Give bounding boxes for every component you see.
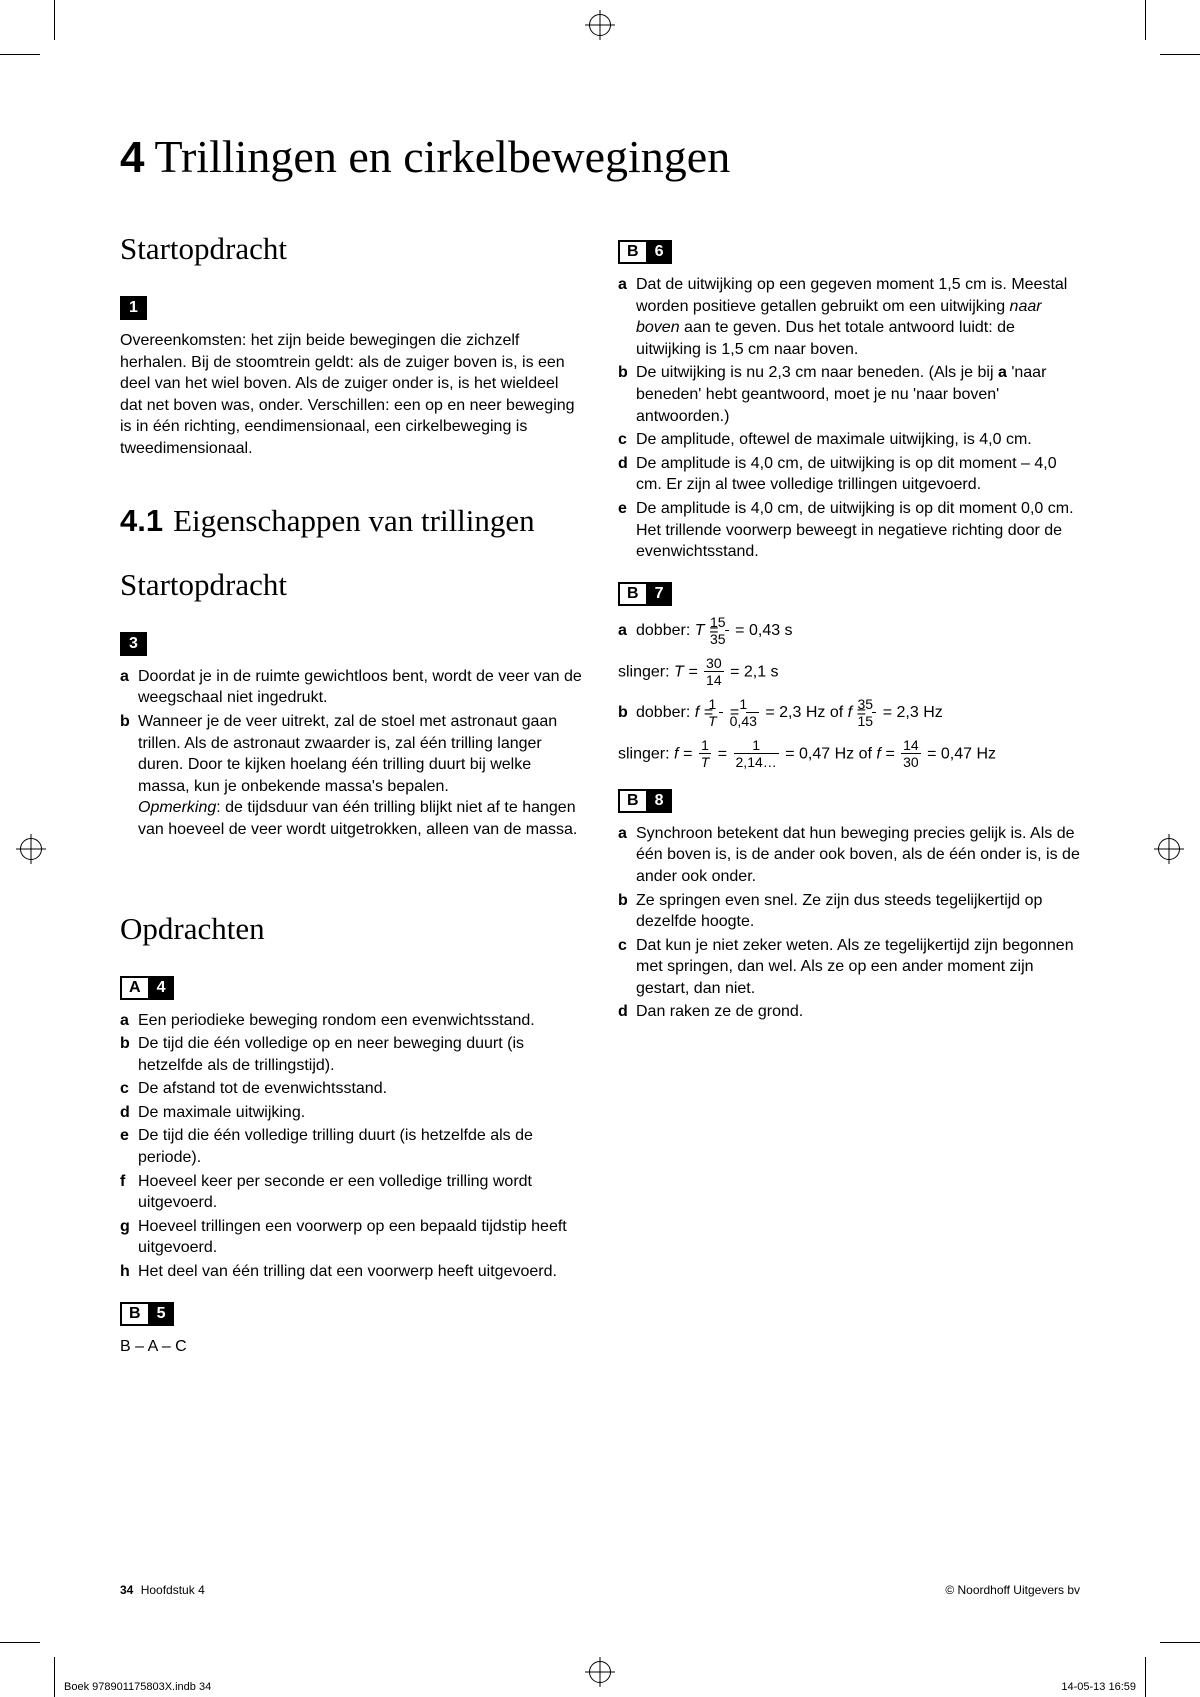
- q4-h: hHet deel van één trilling dat een voorw…: [120, 1261, 582, 1283]
- q6-e: eDe amplitude is 4,0 cm, de uitwijking i…: [618, 498, 1080, 563]
- question-4: A4 aEen periodieke beweging rondom een e…: [120, 967, 582, 1283]
- q7-a: adobber: T = 1535 = 0,43 s: [618, 616, 1080, 647]
- badge-q4-num: 4: [148, 976, 175, 1000]
- chapter-title-text: Trillingen en cirkelbewegingen: [154, 131, 730, 182]
- badge-q1: 1: [120, 296, 147, 320]
- badge-q6-type: B: [618, 240, 648, 264]
- section-4-1-title: Eigenschappen van trillingen: [173, 503, 535, 538]
- badge-q3-num: 3: [120, 632, 147, 656]
- badge-q3: 3: [120, 632, 147, 656]
- badge-q6-num: 6: [646, 240, 673, 264]
- badge-q4-type: A: [120, 976, 150, 1000]
- page-number: 34: [120, 1583, 133, 1597]
- q4-e: eDe tijd die één volledige trilling duur…: [120, 1125, 582, 1168]
- badge-q4: A4: [120, 976, 174, 1000]
- q8-d: dDan raken ze de grond.: [618, 1001, 1080, 1023]
- question-1: 1 Overeenkomsten: het zijn beide bewegin…: [120, 287, 582, 460]
- slug-file: Boek 978901175803X.indb 34: [64, 1681, 211, 1693]
- badge-q6: B6: [618, 240, 672, 264]
- q7-slinger-T: slinger: T = 3014 = 2,1 s: [618, 657, 1080, 688]
- q4-g: gHoeveel trillingen een voorwerp op een …: [120, 1216, 582, 1259]
- slug-line: Boek 978901175803X.indb 34 14-05-13 16:5…: [64, 1681, 1136, 1693]
- q4-d: dDe maximale uitwijking.: [120, 1102, 582, 1124]
- heading-opdrachten: Opdrachten: [120, 911, 582, 947]
- publisher: © Noordhoff Uitgevers bv: [945, 1583, 1080, 1597]
- q8-b: bZe springen even snel. Ze zijn dus stee…: [618, 890, 1080, 933]
- section-4-1-number: 4.1: [120, 503, 163, 538]
- q8-c: cDat kun je niet zeker weten. Als ze teg…: [618, 935, 1080, 1000]
- question-7: B7 adobber: T = 1535 = 0,43 s slinger: T…: [618, 573, 1080, 770]
- chapter-number: 4: [120, 133, 144, 182]
- badge-q5-num: 5: [148, 1302, 175, 1326]
- badge-q7: B7: [618, 582, 672, 606]
- q3-b: bWanneer je de veer uitrekt, zal de stoe…: [120, 711, 582, 841]
- q1-text: Overeenkomsten: het zijn beide beweginge…: [120, 330, 582, 460]
- q4-a: aEen periodieke beweging rondom een even…: [120, 1010, 582, 1032]
- registration-right: [1158, 838, 1180, 860]
- badge-q8: B8: [618, 789, 672, 813]
- slug-timestamp: 14-05-13 16:59: [1061, 1681, 1136, 1693]
- question-5: B5 B – A – C: [120, 1293, 582, 1358]
- registration-bottom: [589, 1661, 611, 1683]
- badge-q5-type: B: [120, 1302, 150, 1326]
- question-3: 3 aDoordat je in de ruimte gewichtloos b…: [120, 623, 582, 841]
- registration-top: [589, 14, 611, 36]
- q6-c: cDe amplitude, oftewel de maximale uitwi…: [618, 429, 1080, 451]
- chapter-title: 4Trillingen en cirkelbewegingen: [120, 130, 1080, 183]
- question-8: B8 aSynchroon betekent dat hun beweging …: [618, 780, 1080, 1023]
- badge-q8-num: 8: [646, 789, 673, 813]
- heading-startopdracht: Startopdracht: [120, 231, 582, 267]
- q4-c: cDe afstand tot de evenwichtsstand.: [120, 1078, 582, 1100]
- section-4-1-heading: 4.1 Eigenschappen van trillingen: [120, 502, 582, 539]
- q7-b: bdobber: f = 1T = 10,43 = 2,3 Hz of f = …: [618, 698, 1080, 729]
- page-footer: 34 Hoofdstuk 4 © Noordhoff Uitgevers bv: [120, 1583, 1080, 1597]
- badge-q7-num: 7: [646, 582, 673, 606]
- q7-slinger-f: slinger: f = 1T = 12,14… = 0,47 Hz of f …: [618, 739, 1080, 770]
- q4-f: fHoeveel keer per seconde er een volledi…: [120, 1171, 582, 1214]
- badge-q7-type: B: [618, 582, 648, 606]
- q5-text: B – A – C: [120, 1336, 582, 1358]
- q3-note-label: Opmerking: [138, 799, 216, 816]
- q4-b: bDe tijd die één volledige op en neer be…: [120, 1033, 582, 1076]
- q3-a: aDoordat je in de ruimte gewichtloos ben…: [120, 666, 582, 709]
- registration-left: [20, 838, 42, 860]
- question-6: B6 aDat de uitwijking op een gegeven mom…: [618, 231, 1080, 563]
- q6-b: bDe uitwijking is nu 2,3 cm naar beneden…: [618, 362, 1080, 427]
- heading-startopdracht-2: Startopdracht: [120, 567, 582, 603]
- badge-q8-type: B: [618, 789, 648, 813]
- footer-chapter: Hoofdstuk 4: [141, 1583, 205, 1597]
- badge-q1-num: 1: [120, 296, 147, 320]
- q6-a: aDat de uitwijking op een gegeven moment…: [618, 274, 1080, 360]
- badge-q5: B5: [120, 1302, 174, 1326]
- q8-a: aSynchroon betekent dat hun beweging pre…: [618, 823, 1080, 888]
- q6-d: dDe amplitude is 4,0 cm, de uitwijking i…: [618, 453, 1080, 496]
